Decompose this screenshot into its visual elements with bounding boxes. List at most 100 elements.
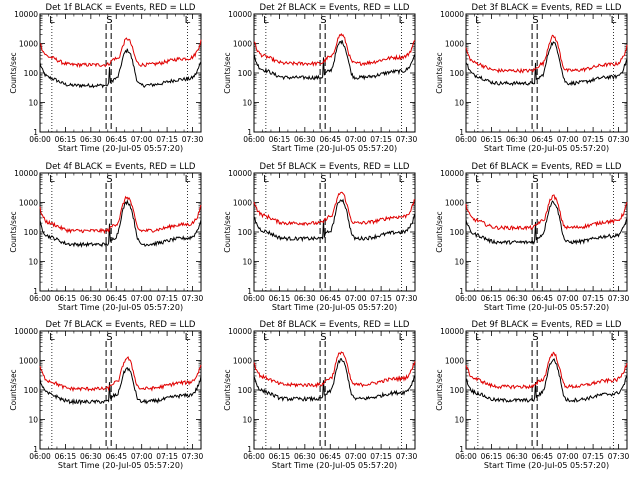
x-tick-label: 07:30: [396, 294, 418, 303]
y-axis-label: Counts/sec: [223, 211, 232, 252]
x-axis-label: Start Time (20-Jul-05 05:57:20): [58, 303, 183, 312]
y-tick-label: 10000: [228, 10, 252, 19]
x-tick-label: 06:00: [29, 294, 51, 303]
series-line-lld: [253, 191, 415, 227]
y-tick-label: 1000: [445, 199, 464, 208]
y-tick-label: 10000: [440, 169, 464, 178]
y-tick-label: 1000: [445, 357, 464, 366]
y-tick-label: 1: [247, 445, 252, 454]
x-tick-label: 07:00: [345, 452, 367, 461]
y-tick-label: 10: [454, 416, 464, 425]
x-tick-label: 06:15: [55, 294, 77, 303]
x-tick-label: 06:00: [455, 452, 477, 461]
y-tick-label: 10000: [228, 169, 252, 178]
x-axis-label: Start Time (20-Jul-05 05:57:20): [484, 461, 609, 470]
chart-panel-1: Det 1f BLACK = Events, RED = LLD 1 10 100 10…: [9, 3, 204, 153]
y-axis-label: Counts/sec: [223, 52, 232, 93]
x-tick-label: 07:30: [182, 294, 204, 303]
marker-s-label: S: [106, 15, 112, 26]
x-tick-label: 06:30: [80, 452, 102, 461]
x-tick-label: 07:15: [582, 294, 604, 303]
marker-l-label: L: [475, 332, 481, 343]
y-tick-label: 1: [33, 287, 38, 296]
y-tick-label: 10: [242, 99, 252, 108]
x-tick-label: 07:30: [608, 135, 630, 144]
y-tick-label: 100: [238, 228, 253, 237]
chart-panel-4: Det 4f BLACK = Events, RED = LLD 1 10 100 10…: [9, 162, 204, 312]
marker-s-label: S: [106, 332, 112, 343]
marker-l-label: L: [263, 332, 269, 343]
y-tick-label: 10: [28, 416, 38, 425]
y-axis-label: Counts/sec: [223, 369, 232, 410]
chart-panel-2: Det 2f BLACK = Events, RED = LLD 1 10 100 10…: [223, 3, 418, 153]
x-tick-label: 06:45: [319, 452, 341, 461]
marker-l-label: L: [185, 332, 191, 343]
marker-s-label: S: [320, 15, 326, 26]
x-tick-label: 07:00: [131, 135, 153, 144]
y-tick-label: 100: [450, 386, 465, 395]
x-axis-label: Start Time (20-Jul-05 05:57:20): [58, 461, 183, 470]
x-tick-label: 07:00: [131, 452, 153, 461]
x-axis-label: Start Time (20-Jul-05 05:57:20): [484, 303, 609, 312]
y-tick-label: 1: [33, 128, 38, 137]
marker-s-label: S: [320, 332, 326, 343]
y-axis-label: Counts/sec: [9, 211, 18, 252]
y-tick-label: 10000: [14, 327, 38, 336]
chart-panel-9: Det 9f BLACK = Events, RED = LLD 1 10 100 10…: [435, 320, 630, 470]
series-line-events: [465, 200, 628, 246]
marker-l-label: L: [185, 15, 191, 26]
marker-l-label: L: [399, 174, 405, 185]
y-tick-label: 10: [242, 416, 252, 425]
y-tick-label: 1: [459, 445, 464, 454]
plot-frame: [39, 172, 202, 292]
y-tick-label: 1: [247, 287, 252, 296]
marker-l-label: L: [49, 332, 55, 343]
x-tick-label: 07:00: [345, 294, 367, 303]
chart-title: Det 8f BLACK = Events, RED = LLD: [260, 320, 410, 330]
x-tick-label: 06:45: [105, 452, 127, 461]
x-tick-label: 06:30: [80, 135, 102, 144]
y-tick-label: 10: [454, 258, 464, 267]
y-tick-label: 1000: [445, 40, 464, 49]
marker-s-label: S: [106, 174, 112, 185]
x-axis-label: Start Time (20-Jul-05 05:57:20): [272, 144, 397, 153]
series-line-events: [253, 40, 416, 81]
y-tick-label: 10: [454, 99, 464, 108]
plot-frame: [39, 13, 202, 133]
series-line-events: [39, 366, 202, 406]
x-tick-label: 07:00: [131, 294, 153, 303]
y-tick-label: 10000: [440, 10, 464, 19]
y-tick-label: 100: [24, 228, 39, 237]
y-tick-label: 10000: [440, 327, 464, 336]
y-tick-label: 1: [33, 445, 38, 454]
marker-s-label: S: [532, 174, 538, 185]
y-axis-label: Counts/sec: [435, 52, 444, 93]
series-line-events: [465, 41, 628, 87]
x-tick-label: 07:15: [370, 135, 392, 144]
y-tick-label: 10000: [228, 327, 252, 336]
x-tick-label: 07:15: [156, 294, 178, 303]
marker-l-label: L: [475, 174, 481, 185]
x-tick-label: 06:00: [243, 294, 265, 303]
marker-s-label: S: [532, 15, 538, 26]
marker-l-label: L: [263, 15, 269, 26]
y-axis-label: Counts/sec: [435, 369, 444, 410]
x-tick-label: 07:00: [557, 135, 579, 144]
x-tick-label: 07:15: [582, 452, 604, 461]
x-axis-label: Start Time (20-Jul-05 05:57:20): [272, 303, 397, 312]
y-tick-label: 100: [24, 69, 39, 78]
y-tick-label: 1: [459, 128, 464, 137]
marker-l-label: L: [399, 332, 405, 343]
chart-panel-3: Det 3f BLACK = Events, RED = LLD 1 10 100 10…: [435, 3, 630, 153]
y-axis-label: Counts/sec: [9, 369, 18, 410]
y-tick-label: 100: [450, 69, 465, 78]
x-tick-label: 06:30: [506, 452, 528, 461]
chart-title: Det 4f BLACK = Events, RED = LLD: [46, 162, 196, 172]
x-tick-label: 07:15: [156, 135, 178, 144]
marker-l-label: L: [49, 15, 55, 26]
marker-l-label: L: [611, 174, 617, 185]
x-tick-label: 06:30: [294, 294, 316, 303]
chart-panel-5: Det 5f BLACK = Events, RED = LLD 1 10 100 10…: [223, 162, 418, 312]
y-tick-label: 10: [28, 99, 38, 108]
x-tick-label: 06:45: [531, 135, 553, 144]
